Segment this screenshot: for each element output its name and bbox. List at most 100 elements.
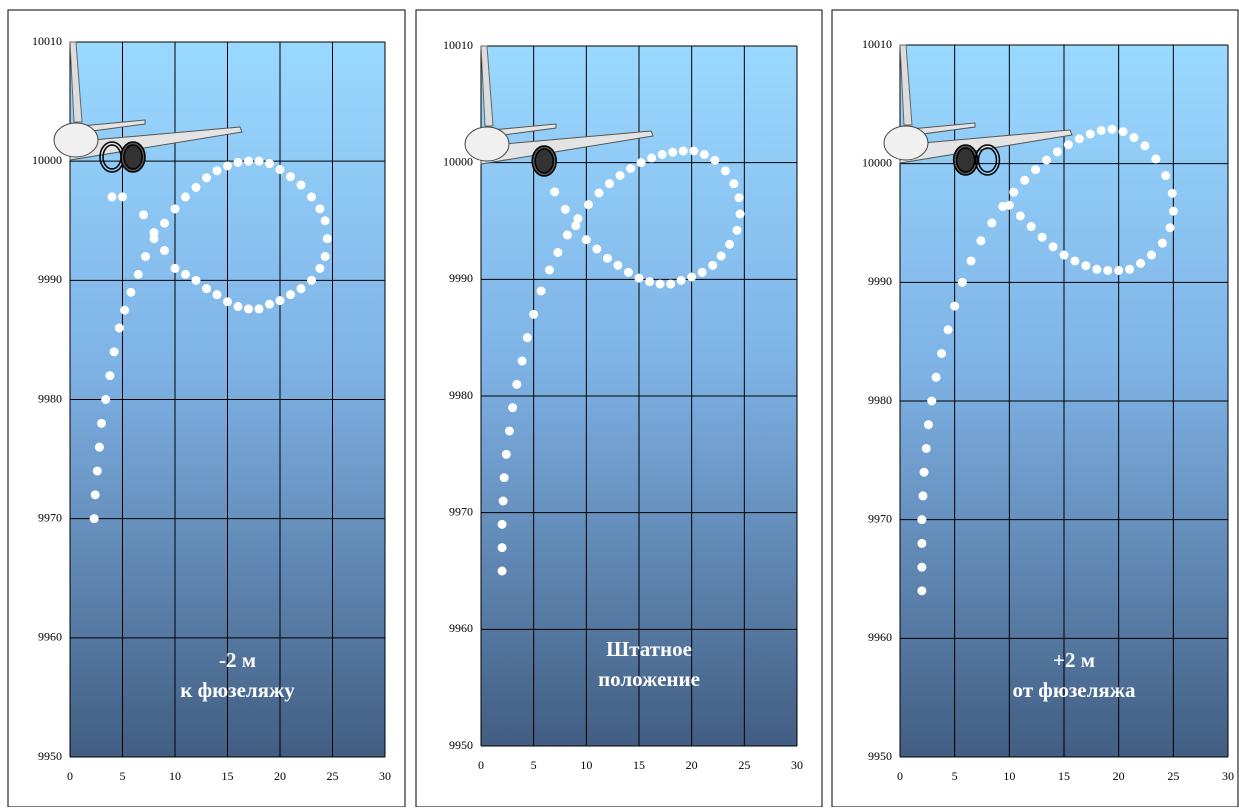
vortex-point — [689, 147, 698, 156]
y-tick-label: 9950 — [449, 738, 473, 752]
y-tick-label: 9950 — [38, 749, 62, 763]
x-tick-label: 0 — [478, 758, 484, 772]
vortex-point — [120, 306, 129, 315]
figure: 0510152025309950996099709980999010000100… — [0, 0, 1239, 807]
vortex-point — [213, 166, 222, 175]
y-tick-label: 9980 — [38, 391, 62, 405]
vortex-point — [93, 467, 102, 476]
vortex-point — [500, 473, 509, 482]
vortex-point — [550, 187, 559, 196]
vortex-point — [276, 296, 285, 305]
x-tick-label: 20 — [686, 758, 698, 772]
vortex-point — [192, 276, 201, 285]
vortex-point — [725, 240, 734, 249]
vortex-point — [561, 205, 570, 214]
y-tick-label: 10000 — [443, 154, 473, 168]
panel: 0510152025309950996099709980999010000100… — [832, 10, 1238, 807]
y-tick-label: 10010 — [443, 38, 473, 52]
vortex-point — [736, 210, 745, 219]
vortex-point — [1129, 133, 1138, 142]
vortex-point — [244, 304, 253, 313]
vortex-point — [605, 179, 614, 188]
vortex-point — [917, 539, 926, 548]
annotation: -2 м — [219, 648, 256, 672]
vortex-point — [917, 586, 926, 595]
vortex-point — [594, 189, 603, 198]
vortex-point — [937, 349, 946, 358]
vortex-point — [1053, 147, 1062, 156]
vortex-point — [1125, 265, 1134, 274]
vortex-point — [171, 204, 180, 213]
vortex-point — [265, 300, 274, 309]
vortex-point — [498, 520, 507, 529]
vortex-point — [321, 252, 330, 261]
vortex-point — [101, 395, 110, 404]
y-tick-label: 9950 — [868, 749, 892, 763]
vortex-point — [1060, 251, 1069, 260]
vortex-point — [582, 235, 591, 244]
vortex-point — [115, 324, 124, 333]
vortex-point — [1020, 176, 1029, 185]
vortex-point — [976, 236, 985, 245]
vortex-point — [1114, 266, 1123, 275]
x-tick-label: 20 — [1113, 769, 1125, 783]
vortex-point — [1103, 266, 1112, 275]
vortex-point — [323, 234, 332, 243]
vortex-point — [1081, 261, 1090, 270]
x-tick-label: 25 — [1167, 769, 1179, 783]
x-tick-label: 0 — [67, 769, 73, 783]
annotation: от фюзеляжа — [1013, 678, 1136, 702]
y-tick-label: 10010 — [32, 34, 62, 48]
vortex-point — [698, 268, 707, 277]
x-tick-label: 15 — [1058, 769, 1070, 783]
y-tick-label: 10010 — [862, 37, 892, 51]
vortex-point — [160, 219, 169, 228]
vortex-point — [105, 371, 114, 380]
x-tick-label: 10 — [169, 769, 181, 783]
vortex-point — [181, 192, 190, 201]
vortex-point — [505, 427, 514, 436]
vortex-point — [1151, 154, 1160, 163]
annotation: к фюзеляжу — [180, 678, 295, 702]
vortex-point — [1005, 201, 1014, 210]
vortex-point — [223, 297, 232, 306]
vortex-point — [315, 264, 324, 273]
engine-inner — [535, 149, 553, 173]
vortex-point — [1169, 207, 1178, 216]
x-tick-label: 30 — [1222, 769, 1234, 783]
engine-inner — [124, 145, 142, 169]
x-tick-label: 30 — [791, 758, 803, 772]
vortex-point — [647, 154, 656, 163]
y-tick-label: 10000 — [32, 153, 62, 167]
x-tick-label: 20 — [274, 769, 286, 783]
vortex-point — [1158, 239, 1167, 248]
y-tick-label: 9990 — [868, 274, 892, 288]
vortex-point — [626, 164, 635, 173]
airplane-fuselage — [884, 126, 928, 160]
x-tick-label: 15 — [222, 769, 234, 783]
vortex-point — [616, 171, 625, 180]
vortex-point — [924, 420, 933, 429]
vortex-point — [134, 270, 143, 279]
vortex-point — [498, 567, 507, 576]
annotation: +2 м — [1053, 648, 1095, 672]
vortex-point — [307, 276, 316, 285]
engine-inner — [957, 148, 975, 172]
vortex-point — [97, 419, 106, 428]
x-tick-label: 5 — [952, 769, 958, 783]
vortex-point — [91, 490, 100, 499]
vortex-point — [1161, 171, 1170, 180]
x-tick-label: 5 — [120, 769, 126, 783]
vortex-point — [679, 147, 688, 156]
vortex-point — [668, 148, 677, 157]
vortex-point — [721, 166, 730, 175]
vortex-point — [677, 276, 686, 285]
vortex-point — [202, 284, 211, 293]
vortex-point — [202, 173, 211, 182]
vortex-point — [666, 280, 675, 289]
vortex-point — [297, 284, 306, 293]
vortex-point — [181, 270, 190, 279]
vortex-point — [717, 252, 726, 261]
x-tick-label: 25 — [738, 758, 750, 772]
vortex-point — [553, 248, 562, 257]
